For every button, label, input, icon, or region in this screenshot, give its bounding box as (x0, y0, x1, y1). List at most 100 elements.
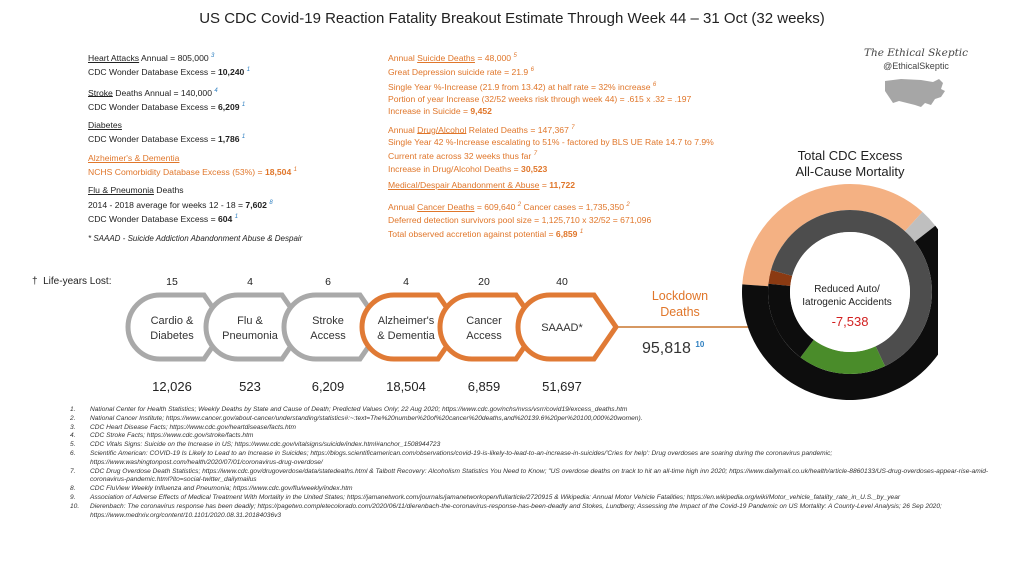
lifeyears-value: 4 (247, 276, 253, 288)
dagger-marker: † (32, 276, 38, 287)
ref-marker: 2 (517, 202, 522, 209)
brand-name: The Ethical Skeptic (863, 47, 969, 59)
chevron-label-1: Cardio & (151, 315, 194, 327)
ref-marker: 1 (234, 214, 239, 221)
chevron-label-2: & Dementia (377, 330, 435, 342)
chevron-label-2: Pneumonia (222, 330, 279, 342)
reduced-label-1: Reduced Auto/ (814, 284, 880, 295)
alz-excess-label: NCHS Comorbidity Database Excess (53%) = (88, 167, 265, 177)
donut-slice (800, 339, 886, 374)
despair-eq: = (539, 179, 550, 190)
despair-title: Medical/Despair Abandonment & Abuse (388, 179, 540, 190)
reference-text: CDC Heart Disease Facts; https://www.cdc… (90, 423, 296, 431)
chevron-step: SAAAD* (515, 292, 620, 362)
chevron-group: Cardio & Diabetes Flu & Pneumonia Stroke Acce… (125, 292, 620, 362)
reference-text: National Center for Health Statistics; W… (90, 406, 628, 413)
cancer-cases: Cancer cases = 1,735,350 (521, 202, 625, 213)
reference-item: 6. Scientific American: COVID-19 Is Likel… (70, 450, 990, 468)
reference-number: 8. (70, 485, 76, 493)
despair-value: 11,722 (549, 179, 576, 190)
ref-marker: 1 (579, 229, 584, 236)
ref-marker: 2 (626, 202, 630, 209)
reference-number: 10. (70, 502, 80, 510)
reference-number: 2. (70, 414, 76, 422)
right-stats-block: Annual Suicide Deaths = 48,000 5 Great D… (388, 50, 714, 240)
fatality-value: 51,697 (542, 379, 582, 394)
heart-title: Heart Attacks (88, 52, 140, 63)
lifeyears-value: 15 (166, 276, 178, 288)
chevron-label-2: Access (466, 330, 502, 342)
flu-avg-label: 2014 - 2018 average for weeks 12 - 18 = (88, 199, 246, 210)
lifeyears-value: 4 (403, 276, 409, 288)
depression-rate: Great Depression suicide rate = 21.9 (388, 67, 529, 78)
fatality-value: 12,026 (152, 379, 192, 394)
reference-item: 1. National Center for Health Statistics;… (70, 406, 990, 415)
reference-text: Association of Adverse Effects of Medica… (90, 493, 901, 501)
reference-number: 1. (70, 406, 76, 413)
reduced-value: -7,538 (831, 314, 869, 329)
diabetes-excess: 1,786 (218, 134, 240, 145)
reference-text: Dierenbach: The coronavirus response has… (90, 502, 942, 519)
ref-marker: 3 (211, 53, 215, 59)
stroke-excess-label: CDC Wonder Database Excess = (88, 101, 218, 112)
reference-number: 3. (70, 423, 76, 431)
ref-marker: 6 (652, 81, 657, 88)
current-rate: Current rate across 32 weeks thus far (388, 151, 532, 162)
reference-item: 9. Association of Adverse Effects of Medi… (70, 494, 990, 503)
chart-title-1: Total CDC Excess (797, 148, 903, 163)
reference-text: CDC Stroke Facts; https://www.cdc.gov/st… (90, 432, 254, 440)
stroke-excess: 6,209 (218, 101, 240, 112)
lockdown-label: Lockdown Deaths (640, 288, 720, 320)
donut-hole (790, 232, 910, 352)
inner-ring (768, 210, 932, 374)
donut-slice (904, 211, 936, 242)
drug-title: Drug/Alcohol (417, 124, 467, 135)
lifeyears-value: 20 (478, 276, 490, 288)
lifeyears-value: 6 (325, 276, 331, 288)
flu-suffix: Deaths (153, 185, 184, 196)
donut-slice (742, 184, 923, 287)
lockdown-label-1: Lockdown (651, 289, 709, 303)
donut-slice (768, 269, 793, 286)
lockdown-value: 95,818 10 (642, 340, 704, 358)
ref-marker: 1 (241, 101, 246, 108)
suicide-increase: 9,452 (470, 106, 492, 117)
alz-title: Alzheimer's & Dementia (88, 152, 180, 163)
fatality-value: 6,859 (467, 379, 501, 394)
flu-excess-label: CDC Wonder Database Excess = (88, 213, 218, 224)
reference-text: National Cancer Institute; https://www.c… (90, 414, 643, 422)
cancer-value: = 609,640 (474, 202, 516, 213)
reference-text: CDC FluView Weekly Influenza and Pneumon… (90, 485, 353, 493)
cancer-title: Cancer Deaths (417, 202, 475, 213)
ref-marker: 10 (695, 340, 705, 349)
accretion-label: Total observed accretion against potenti… (388, 228, 556, 239)
drug-increase-rate: Single Year 42 %-Increase escalating to … (388, 136, 714, 147)
suicide-increase-label: Increase in Suicide = (388, 106, 471, 117)
reference-item: 4. CDC Stroke Facts; https://www.cdc.gov/… (70, 432, 990, 441)
donut-slice (768, 283, 814, 358)
reference-text: CDC Vitals Signs: Suicide on the Increas… (90, 441, 441, 449)
drug-increase-label: Increase in Drug/Alcohol Deaths = (388, 163, 522, 174)
reduced-label: Reduced Auto/ Iatrogenic Accidents (788, 283, 906, 309)
ref-marker: 1 (246, 67, 251, 74)
chevron-step: Stroke Access (281, 292, 386, 362)
left-stats-block: Heart Attacks Annual = 805,000 3 CDC Won… (88, 50, 297, 225)
saaad-note: * SAAAD - Suicide Addiction Abandonment … (88, 234, 303, 243)
donut-chart (742, 184, 938, 400)
reference-number: 9. (70, 493, 76, 501)
heart-excess: 10,240 (218, 67, 245, 78)
chevron-label-2: Diabetes (150, 330, 194, 342)
reduced-label-2: Iatrogenic Accidents (802, 297, 892, 308)
chevron-label-1: Stroke (312, 315, 344, 327)
reference-item: 2. National Cancer Institute; https://www… (70, 415, 990, 424)
drug-increase: 30,523 (521, 163, 548, 174)
reference-item: 8. CDC FluView Weekly Influenza and Pneum… (70, 485, 990, 494)
chevron-label-1: SAAAD* (541, 322, 583, 334)
drug-value: Related Deaths = 147,367 (466, 124, 569, 135)
outer-ring (742, 184, 938, 400)
portion-of-year: Portion of year Increase (32/52 weeks ri… (388, 93, 692, 104)
reference-number: 6. (70, 449, 76, 457)
lockdown-label-2: Deaths (660, 305, 700, 319)
fatality-value: 6,209 (311, 379, 345, 394)
